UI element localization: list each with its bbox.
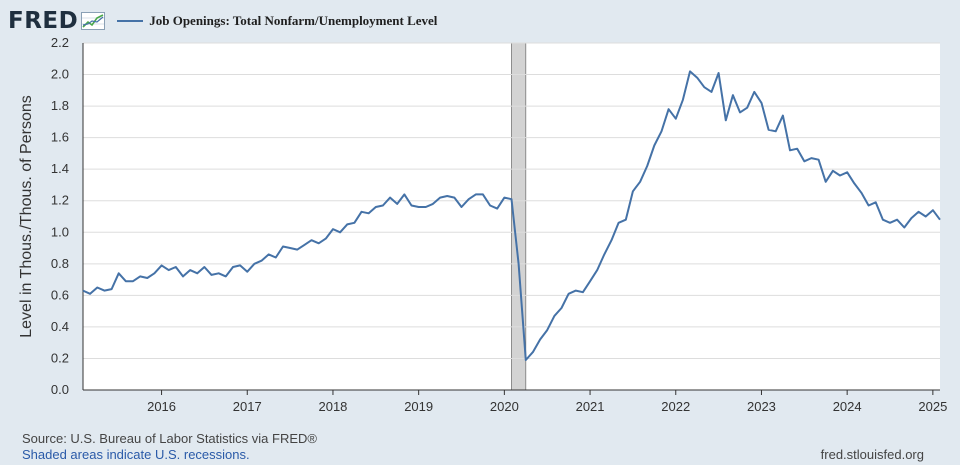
chart-header: FRED Job Openings: Total Nonfarm/Unemplo… — [8, 6, 437, 36]
y-tick-label: 0.6 — [51, 287, 69, 302]
x-tick-label: 2025 — [918, 399, 947, 414]
x-tick-label: 2022 — [661, 399, 690, 414]
x-tick-label: 2021 — [576, 399, 605, 414]
logo-text: FRED — [8, 8, 79, 34]
y-tick-label: 0.8 — [51, 256, 69, 271]
y-tick-label: 0.4 — [51, 319, 69, 334]
y-tick-label: 0.2 — [51, 350, 69, 365]
x-tick-label: 2019 — [404, 399, 433, 414]
line-chart-icon — [81, 12, 106, 30]
x-tick-label: 2017 — [233, 399, 262, 414]
y-tick-label: 0.0 — [51, 382, 69, 397]
y-tick-label: 2.2 — [51, 35, 69, 50]
series-lines — [82, 70, 941, 361]
y-tick-label: 1.0 — [51, 224, 69, 239]
y-tick-label: 2.0 — [51, 67, 69, 82]
legend-swatch — [117, 20, 144, 22]
x-axis-ticks: 2016 2017 2018 2019 2020 2021 2022 2023 2024 2025 — [83, 389, 947, 414]
x-tick-label: 2016 — [147, 399, 176, 414]
y-axis-label: Level in Thous./Thous. of Persons — [18, 95, 35, 338]
fred-logo[interactable]: FRED — [8, 8, 106, 34]
source-text: Source: U.S. Bureau of Labor Statistics … — [22, 431, 317, 446]
y-tick-label: 1.8 — [51, 98, 69, 113]
site-url: fred.stlouisfed.org — [820, 447, 924, 462]
y-tick-label: 1.2 — [51, 193, 69, 208]
x-tick-label: 2020 — [490, 399, 519, 414]
y-tick-label: 1.6 — [51, 130, 69, 145]
x-tick-label: 2023 — [747, 399, 776, 414]
y-tick-label: 1.4 — [51, 161, 69, 176]
chart-legend: Job Openings: Total Nonfarm/Unemployment… — [117, 13, 437, 29]
legend-label: Job Openings: Total Nonfarm/Unemployment… — [149, 13, 438, 28]
recession-note-link[interactable]: Shaded areas indicate U.S. recessions. — [22, 447, 250, 462]
series-line — [82, 70, 941, 361]
x-tick-label: 2024 — [833, 399, 862, 414]
x-tick-label: 2018 — [318, 399, 347, 414]
y-axis-ticks: 0.0 0.2 0.4 0.6 0.8 1.0 1.2 1.4 1.6 1.8 2.0 2.2 — [51, 35, 69, 397]
